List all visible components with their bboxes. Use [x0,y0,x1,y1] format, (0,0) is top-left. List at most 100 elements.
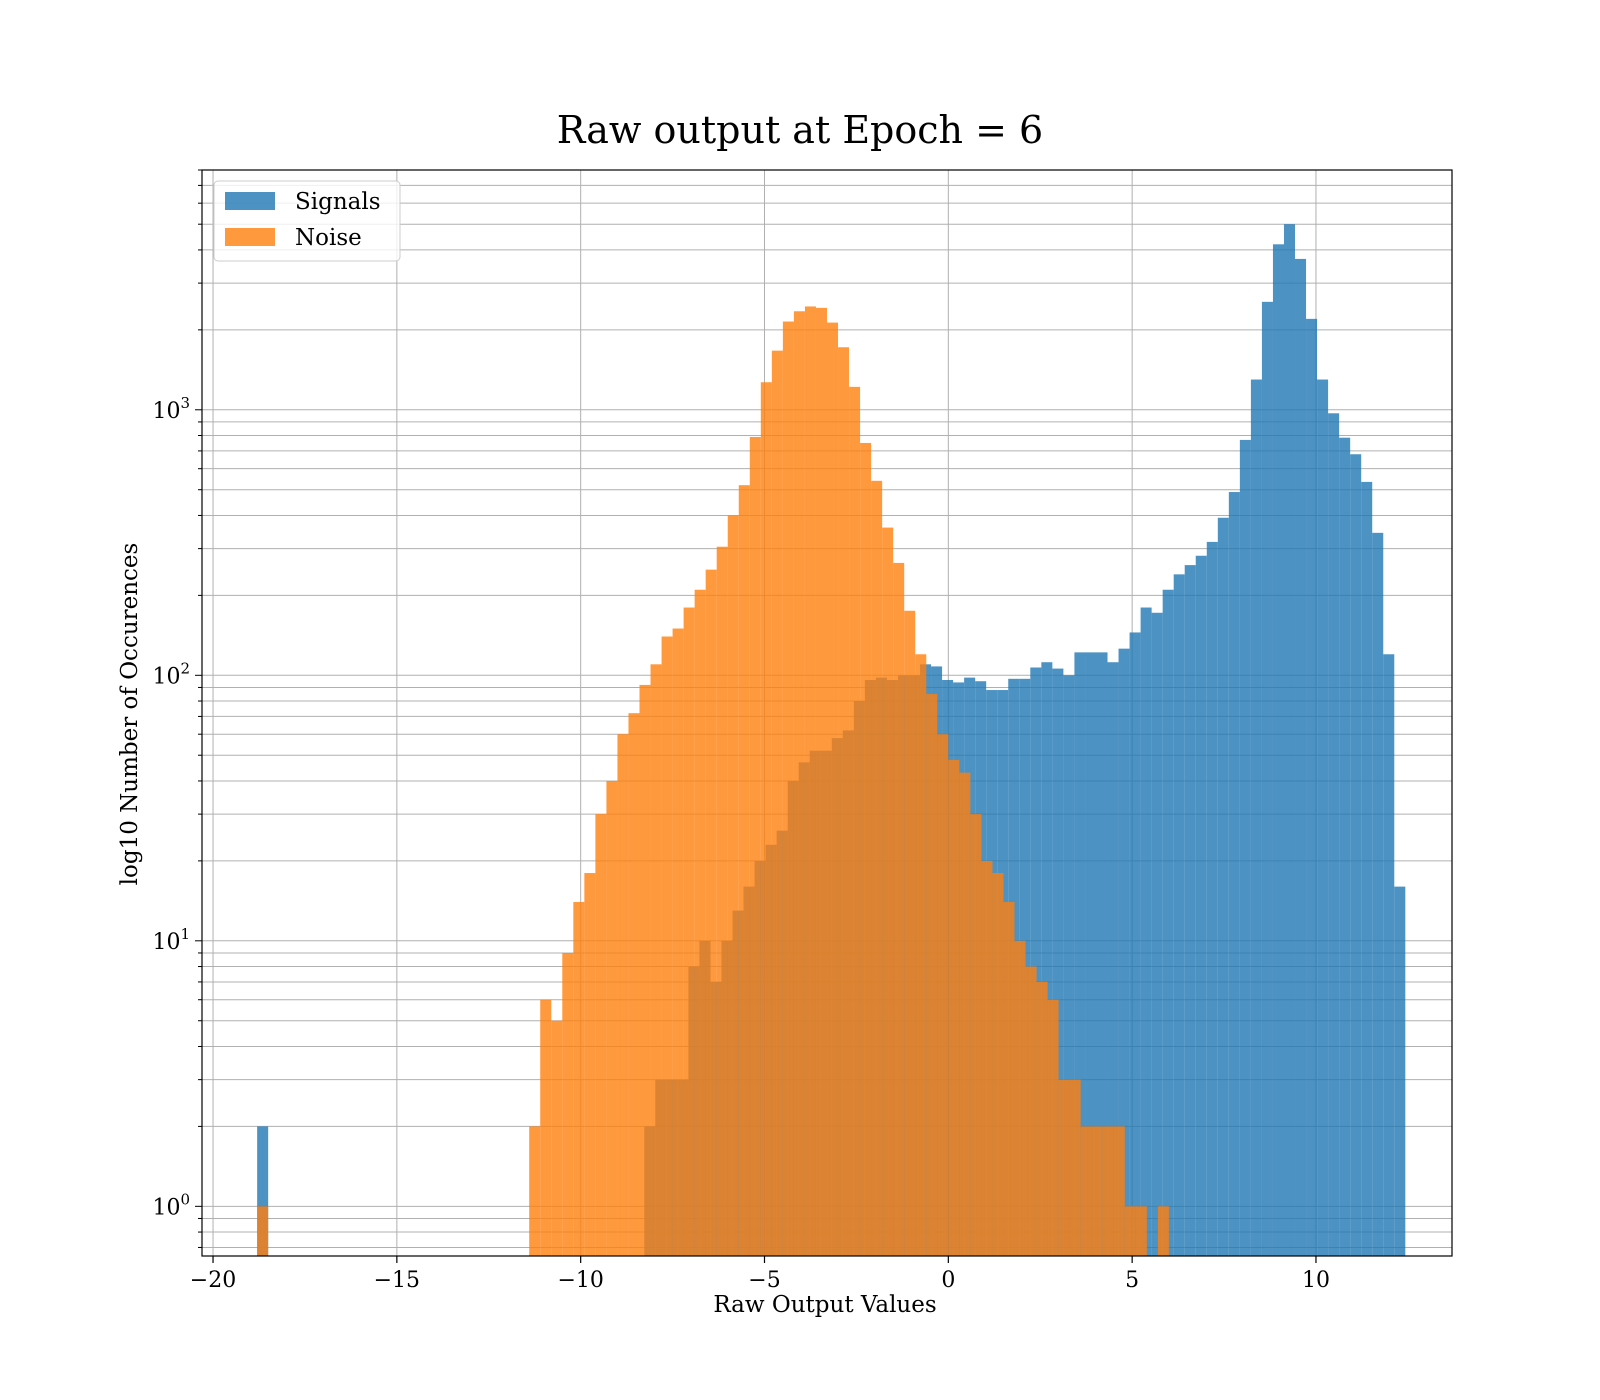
histogram-bar-noise [1102,1126,1114,1256]
histogram-bar-noise [893,562,905,1256]
histogram-bar-noise [1157,1206,1169,1256]
legend-label-signals: Signals [295,189,381,215]
histogram-bar-signals [257,1126,269,1256]
histogram-bar-noise [937,734,949,1256]
histogram-bar-signals [1162,589,1174,1256]
histogram-bar-noise [1091,1126,1103,1256]
histogram-bar-signals [1140,607,1152,1256]
plot-area [200,169,1453,1257]
x-tick-label: −20 [190,1268,236,1293]
y-axis-ticks: 100 101 102 103 [152,169,202,1248]
histogram-bar-noise [705,569,717,1256]
histogram-bar-signals [1074,652,1086,1256]
histogram-bar-signals [1394,886,1406,1256]
histogram-bar-signals [1228,492,1240,1257]
histogram-bar-signals [1195,555,1207,1256]
histogram-bar-noise [915,654,927,1256]
histogram-bar-signals [1129,632,1141,1256]
histogram-bar-noise [871,480,883,1256]
histogram-bar-noise [782,321,794,1256]
histogram-bar-noise [551,1020,563,1256]
histogram-bar-signals [1295,258,1307,1256]
histogram-bar-signals [1052,668,1064,1256]
histogram-bar-noise [617,734,629,1256]
histogram-bar-signals [1317,379,1329,1256]
y-tick-label: 103 [152,394,190,424]
histogram-bar-noise [860,442,872,1256]
histogram-bar-noise [257,1206,269,1256]
histogram-bar-noise [959,772,971,1256]
series-noise [257,306,1169,1257]
histogram-bar-noise [1047,999,1059,1256]
histogram-bar-noise [804,306,816,1256]
histogram-bar-signals [1261,301,1273,1256]
histogram-bar-noise [738,485,750,1256]
x-tick-label: 5 [1125,1268,1139,1293]
histogram-bar-noise [650,664,662,1256]
histogram-bar-noise [771,350,783,1257]
histogram-bar-signals [1118,648,1130,1256]
x-axis-ticks: −20 −15 −10 −5 0 5 10 [190,1256,1330,1293]
histogram-bar-noise [1003,902,1015,1256]
histogram-bar-signals [1339,437,1351,1257]
histogram-bar-noise [573,902,585,1256]
histogram-bar-noise [529,1126,541,1256]
histogram-bar-noise [926,694,938,1256]
histogram-bar-noise [882,527,894,1256]
histogram-bar-signals [1184,565,1196,1256]
x-tick-label: 0 [941,1268,955,1293]
histogram-bar-noise [981,860,993,1256]
histogram-bar-noise [1080,1126,1092,1256]
legend-swatch-signals [225,192,275,210]
histogram-bar-signals [1107,662,1119,1256]
histogram-bar-noise [1135,1206,1147,1256]
y-tick-label: 100 [152,1190,190,1220]
histogram-bar-noise [628,713,640,1256]
x-tick-label: 10 [1302,1268,1330,1293]
histogram-bar-signals [1085,652,1097,1256]
histogram-bar-noise [815,307,827,1257]
histogram-bar-noise [683,607,695,1256]
histogram-bar-noise [716,546,728,1256]
histogram-bar-noise [562,952,574,1256]
x-tick-label: −5 [748,1268,780,1293]
y-axis-label: log10 Number of Occurences [117,543,143,886]
legend: Signals Noise [213,180,401,262]
histogram-bar-signals [1283,224,1296,1256]
histogram-bar-signals [1383,654,1395,1256]
axes-frame [201,169,1453,1257]
histogram-bar-noise [948,759,960,1256]
histogram-bar-noise [606,780,618,1256]
histogram-bar-signals [1030,667,1042,1256]
histogram-bar-noise [760,382,772,1256]
legend-swatch-noise [225,228,275,246]
histogram-bar-noise [1113,1126,1125,1256]
histogram-bar-signals [1350,454,1362,1256]
histogram-bar-noise [1025,966,1037,1256]
histogram-bar-noise [1036,981,1048,1256]
histogram-bar-noise [849,386,861,1256]
x-tick-label: −10 [557,1268,603,1293]
histogram-bar-noise [661,636,673,1256]
histogram-bar-noise [904,610,916,1256]
histogram-bar-noise [584,873,596,1256]
chart-title: Raw output at Epoch = 6 [557,108,1043,152]
histogram-bar-signals [1096,652,1108,1256]
histogram-bar-noise [992,873,1004,1256]
histogram-bar-signals [1372,532,1384,1256]
histogram-bar-signals [1328,413,1340,1256]
histogram-bar-noise [749,436,761,1256]
axes-border [201,169,1453,1257]
histogram-bar-signals [1217,517,1229,1256]
histogram-bar-signals [1063,675,1075,1256]
histogram-bar-noise [694,589,706,1256]
histogram-bar-signals [1041,662,1053,1256]
histogram-bar-noise [595,814,607,1256]
histogram-bar-signals [1361,481,1373,1256]
histogram-bar-signals [1151,612,1163,1256]
y-tick-label: 101 [152,925,190,955]
histogram-bar-noise [672,628,684,1256]
histogram-bar-noise [970,814,982,1256]
legend-label-noise: Noise [295,225,362,251]
